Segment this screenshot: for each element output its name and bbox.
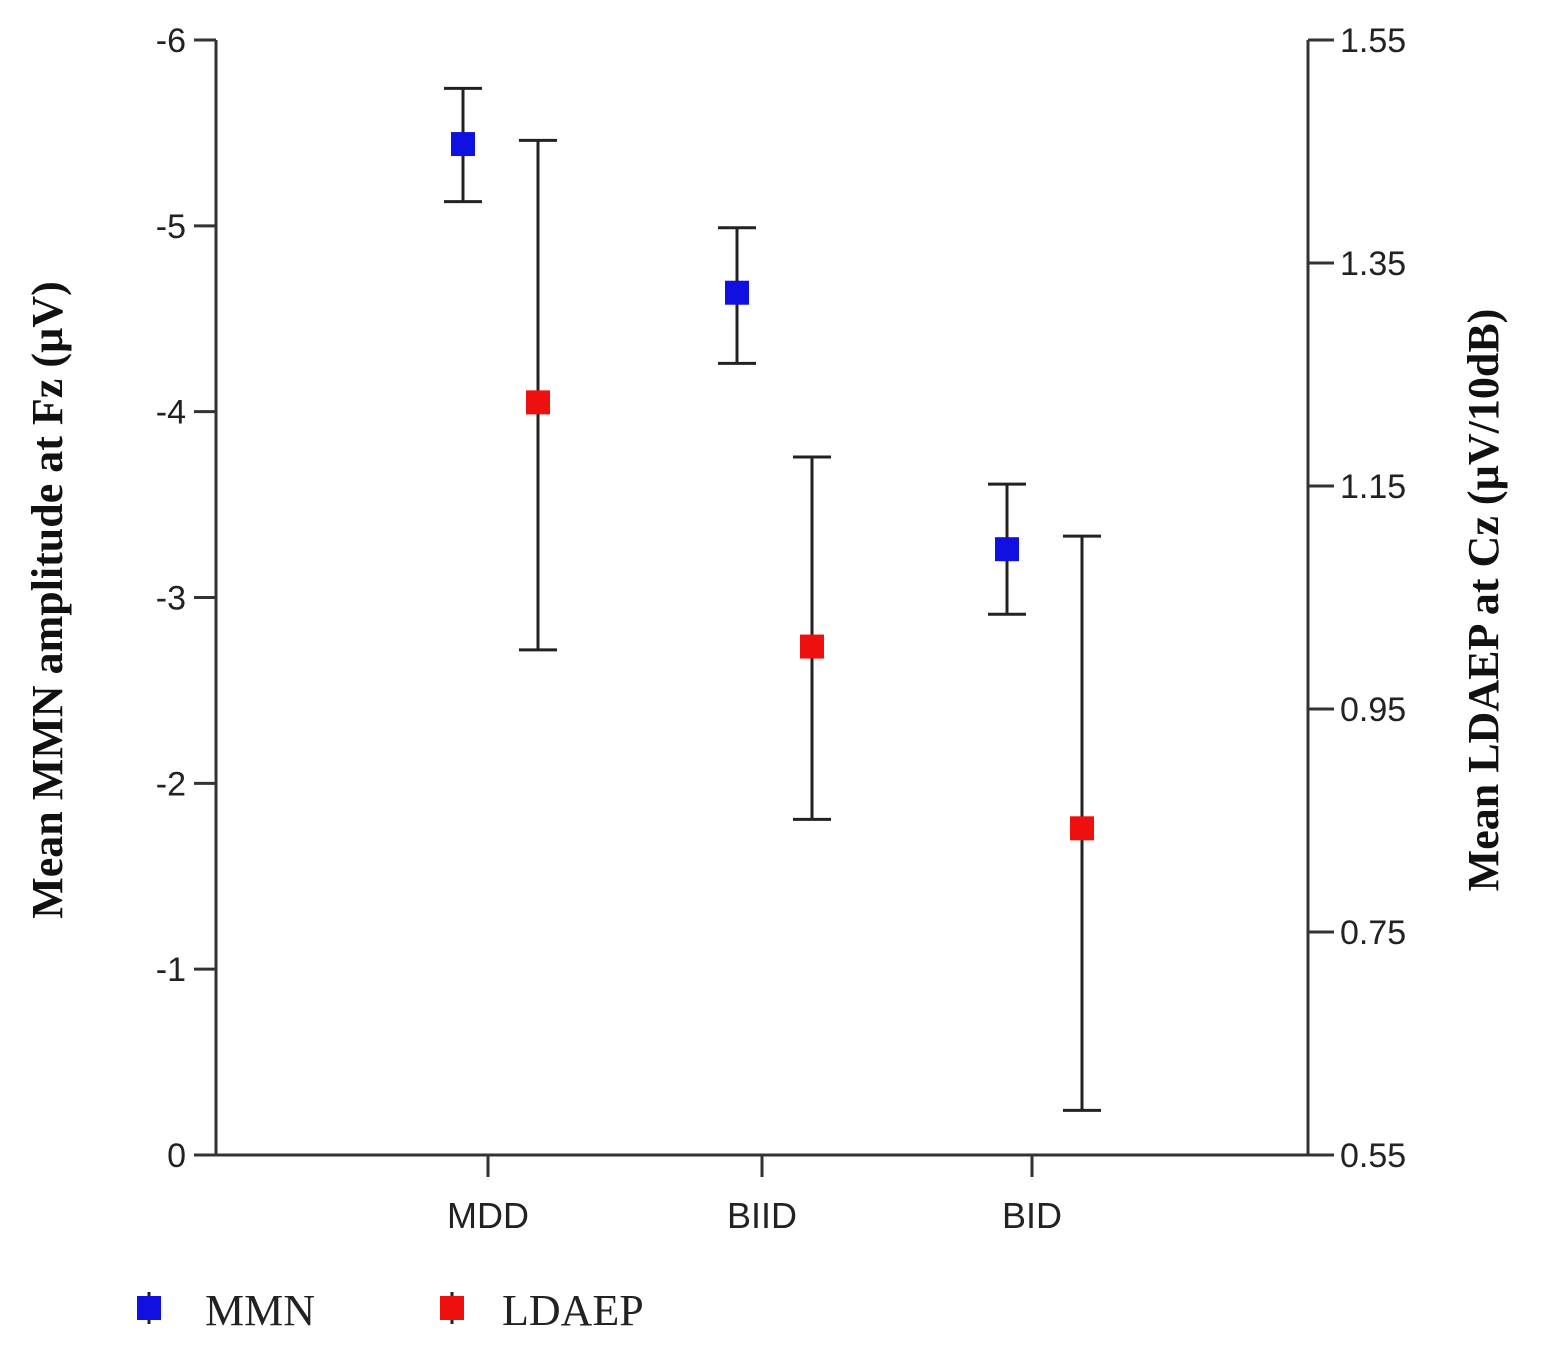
right-axis-title: Mean LDAEP at Cz (µV/10dB) xyxy=(1459,309,1508,892)
right-tick-label: 0.55 xyxy=(1340,1137,1406,1175)
category-label: BIID xyxy=(727,1195,797,1236)
right-tick-label: 1.55 xyxy=(1340,22,1406,60)
category-label: MDD xyxy=(447,1195,529,1236)
mmn-marker xyxy=(725,280,749,305)
legend-ldaep-label: LDAEP xyxy=(502,1286,644,1335)
ldaep-point-biid xyxy=(793,455,831,821)
ldaep-marker xyxy=(800,634,824,659)
legend: MMN LDAEP xyxy=(137,1286,644,1335)
ldaep-marker xyxy=(526,390,550,415)
category-axis-ticks: MDD BIID BID xyxy=(447,1155,1062,1236)
right-tick-label: 0.95 xyxy=(1340,691,1406,729)
mmn-point-mdd xyxy=(444,86,482,204)
right-tick-label: 1.35 xyxy=(1340,245,1406,283)
ldaep-marker xyxy=(1070,816,1094,841)
legend-item-mmn: MMN xyxy=(137,1286,315,1335)
data-series xyxy=(444,86,1101,1112)
ldaep-point-mdd xyxy=(519,138,557,652)
mmn-point-bid xyxy=(988,482,1026,616)
mmn-marker xyxy=(451,132,475,157)
category-label: BID xyxy=(1002,1195,1062,1236)
left-tick-label: 0 xyxy=(167,1137,186,1175)
mmn-point-biid xyxy=(718,226,756,365)
left-tick-label: -3 xyxy=(156,580,186,618)
legend-mmn-marker-icon xyxy=(137,1296,161,1320)
legend-mmn-label: MMN xyxy=(205,1286,315,1335)
left-axis-title: Mean MMN amplitude at Fz (µV) xyxy=(23,281,72,919)
left-axis-ticks: 0 -1 -2 -3 -4 -5 -6 xyxy=(156,22,216,1175)
right-axis-ticks: 0.55 0.75 0.95 1.15 1.35 1.55 xyxy=(1308,22,1406,1175)
ldaep-point-bid xyxy=(1063,534,1101,1112)
left-tick-label: -2 xyxy=(156,765,186,803)
axes xyxy=(214,40,1310,1157)
left-tick-label: -6 xyxy=(156,22,186,60)
right-tick-label: 1.15 xyxy=(1340,468,1406,506)
mmn-marker xyxy=(995,537,1019,562)
left-tick-label: -1 xyxy=(156,951,186,989)
left-tick-label: -4 xyxy=(156,394,186,432)
legend-ldaep-marker-icon xyxy=(440,1296,464,1320)
left-tick-label: -5 xyxy=(156,208,186,246)
legend-item-ldaep: LDAEP xyxy=(440,1286,644,1335)
right-tick-label: 0.75 xyxy=(1340,914,1406,952)
